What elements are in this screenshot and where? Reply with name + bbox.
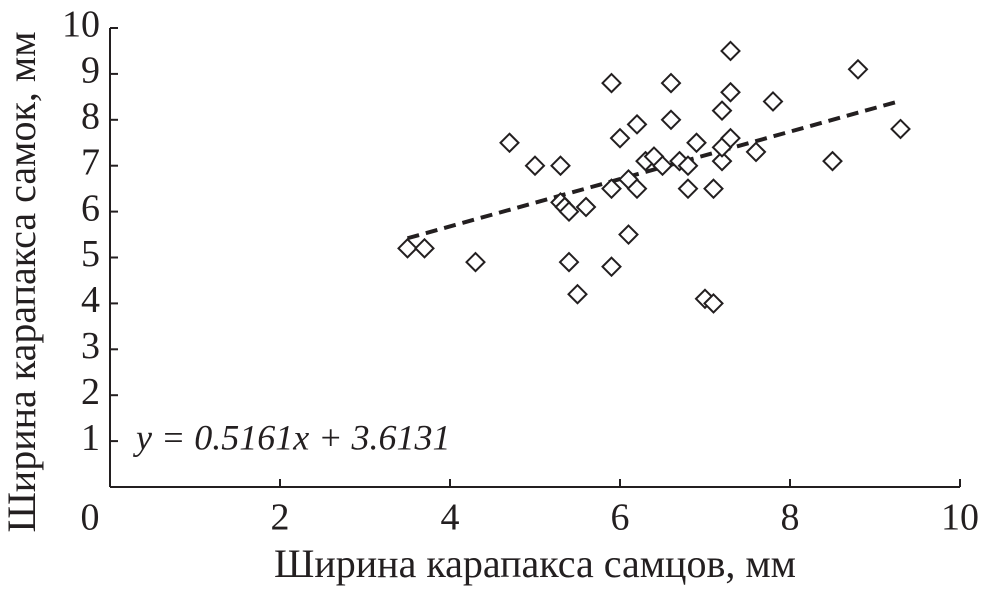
point bbox=[711, 100, 733, 122]
y-tick-label: 2 bbox=[81, 371, 100, 413]
point bbox=[677, 155, 699, 177]
point bbox=[414, 237, 435, 259]
point bbox=[558, 201, 580, 223]
point bbox=[499, 132, 520, 154]
y-tick-label: 8 bbox=[81, 96, 100, 138]
x-tick-label: 8 bbox=[781, 497, 800, 539]
y-tick-label: 6 bbox=[81, 187, 100, 229]
point bbox=[677, 178, 699, 200]
point bbox=[686, 132, 707, 154]
point bbox=[652, 155, 673, 177]
point bbox=[558, 251, 580, 273]
point bbox=[703, 178, 724, 200]
y-tick-label: 7 bbox=[81, 141, 100, 183]
point bbox=[703, 292, 724, 314]
y-tick-label: 5 bbox=[81, 233, 100, 275]
point bbox=[601, 72, 622, 94]
point bbox=[601, 256, 622, 278]
point bbox=[660, 72, 682, 94]
y-tick-label: 10 bbox=[62, 4, 100, 46]
point bbox=[890, 118, 911, 140]
point bbox=[575, 196, 597, 218]
point bbox=[847, 58, 869, 80]
point bbox=[822, 150, 843, 172]
point bbox=[524, 155, 546, 177]
point bbox=[626, 178, 648, 200]
y-tick-label: 9 bbox=[81, 50, 100, 92]
y-tick-label: 3 bbox=[81, 325, 100, 367]
x-tick-label: 4 bbox=[441, 497, 460, 539]
y-axis-title: Ширина карапакса самок, мм bbox=[0, 31, 44, 532]
point bbox=[720, 81, 741, 103]
point bbox=[465, 251, 486, 273]
point bbox=[711, 150, 733, 172]
point bbox=[660, 109, 682, 131]
point bbox=[618, 224, 639, 245]
x-tick-label: 2 bbox=[271, 497, 290, 539]
x-tick-label: 0 bbox=[81, 497, 100, 539]
y-tick-label: 4 bbox=[81, 279, 100, 321]
point bbox=[745, 141, 767, 163]
point bbox=[762, 91, 784, 112]
point bbox=[609, 127, 631, 149]
x-tick-label: 6 bbox=[611, 497, 630, 539]
point bbox=[720, 40, 741, 62]
x-axis-title: Ширина карапакса самцов, мм bbox=[274, 541, 796, 586]
point bbox=[567, 283, 588, 305]
y-tick-label: 1 bbox=[81, 417, 100, 459]
point bbox=[397, 237, 418, 259]
point bbox=[626, 113, 648, 135]
trendline-equation: y = 0.5161x + 3.6131 bbox=[133, 417, 451, 457]
trendline bbox=[406, 98, 902, 241]
point bbox=[720, 127, 741, 149]
point bbox=[550, 155, 571, 177]
x-tick-label: 10 bbox=[941, 497, 979, 539]
point bbox=[601, 178, 622, 200]
